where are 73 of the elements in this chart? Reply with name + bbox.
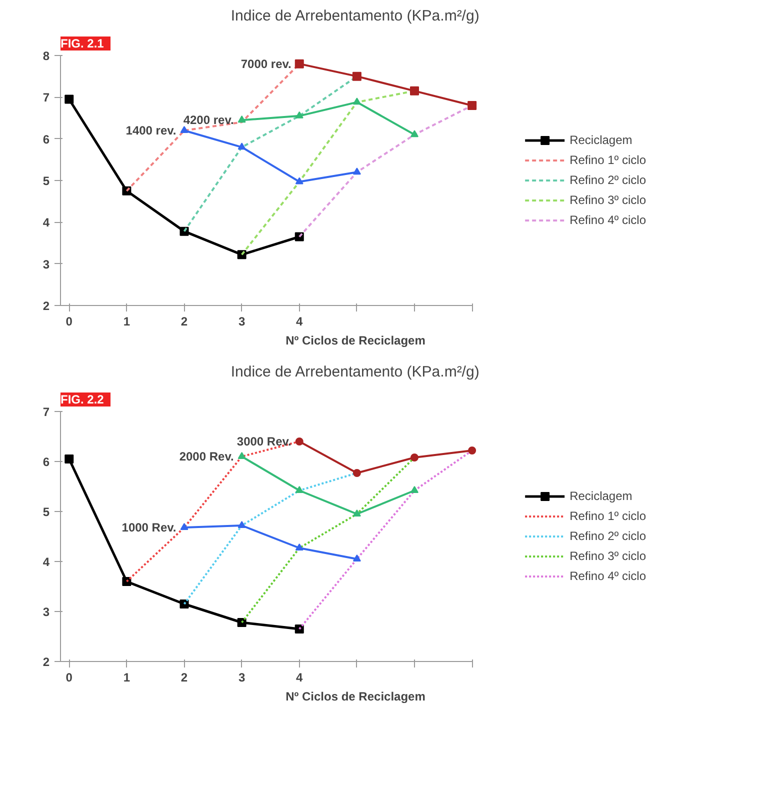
point [410,86,419,96]
x-tick-label: 0 [66,670,73,684]
legend-label: Refino 3º ciclo [570,193,646,207]
point [468,101,477,110]
x-axis-title: Nº Ciclos de Reciclagem [286,334,426,348]
point [352,554,361,562]
annotation: 1400 rev. [126,124,176,138]
x-tick-label: 3 [238,670,246,684]
point [180,126,188,134]
point [352,168,361,175]
annotation: 4200 rev. [183,113,234,128]
y-tick-label: 2 [42,299,50,313]
point [352,509,361,517]
x-tick-label: 2 [180,314,188,328]
y-tick-label: 4 [42,555,50,569]
y-tick-label: 5 [42,174,50,188]
point [295,438,304,446]
y-tick-label: 6 [42,132,50,146]
y-tick-label: 4 [42,216,50,230]
point [295,111,304,118]
point [238,142,246,150]
y-tick-label: 7 [42,90,50,105]
legend-label: Refino 4º ciclo [570,213,646,227]
annotation: 3000 Rev. [236,434,292,448]
caption: FIG. 2.1 [60,36,104,50]
legend-label: Refino 3º ciclo [570,549,646,563]
annotation: 1000 Rev. [122,520,176,534]
point [352,98,361,105]
x-tick-label: 3 [238,314,246,328]
point [237,618,246,627]
point [410,486,418,494]
x-tick-label: 1 [123,670,130,684]
point [352,469,361,477]
legend-label: Refino 1º ciclo [570,509,646,523]
point [295,486,304,494]
point [295,543,304,551]
point [410,454,418,462]
y-tick-label: 8 [42,49,50,63]
point [410,130,418,138]
y-tick-label: 3 [42,605,50,619]
legend-label: Refino 2º ciclo [570,173,646,187]
annotation: 7000 rev. [240,56,292,71]
y-tick-label: 3 [42,257,50,272]
caption: FIG. 2.2 [60,392,104,406]
point [180,522,188,530]
legend-label: Refino 4º ciclo [570,569,646,583]
y-tick-label: 7 [42,405,50,419]
legend-label: Reciclagem [570,133,632,147]
y-tick-label: 2 [42,655,50,669]
annotation: 2000 Rev. [179,450,234,464]
point [64,94,74,104]
x-tick-label: 4 [296,314,304,328]
y-tick-label: 6 [42,455,50,469]
chart-title: Indice de Arrebentamento (KPa.m²/g) [230,364,480,380]
point [64,454,74,464]
y-tick-label: 5 [42,505,50,519]
point [238,452,246,460]
point [238,116,246,123]
point [180,600,189,608]
x-axis-title: Nº Ciclos de Reciclagem [286,690,426,704]
legend-label: Reciclagem [570,489,632,503]
x-tick-label: 1 [123,314,130,328]
point [295,177,304,184]
x-tick-label: 2 [180,670,188,684]
legend-label: Refino 2º ciclo [570,529,646,543]
point [468,446,476,454]
point [352,72,362,81]
point [238,520,246,528]
x-tick-label: 4 [296,670,304,684]
point [294,59,304,68]
chart-title: Indice de Arrebentamento (KPa.m²/g) [230,8,480,24]
legend-label: Refino 1º ciclo [570,153,646,167]
x-tick-label: 0 [66,314,73,328]
